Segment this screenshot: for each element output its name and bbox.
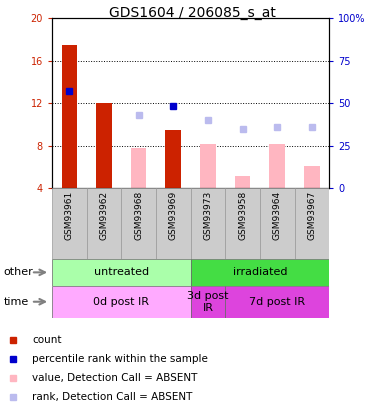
Text: GSM93958: GSM93958 (238, 190, 247, 240)
Text: irradiated: irradiated (233, 267, 287, 277)
Text: rank, Detection Call = ABSENT: rank, Detection Call = ABSENT (32, 392, 193, 402)
Text: percentile rank within the sample: percentile rank within the sample (32, 354, 208, 364)
Text: untreated: untreated (94, 267, 149, 277)
Bar (225, 286, 329, 318)
Text: GSM93962: GSM93962 (99, 190, 109, 240)
Bar (62, 45, 77, 188)
Bar (270, 144, 285, 188)
Bar (191, 188, 225, 259)
Bar (260, 188, 295, 259)
Bar (295, 188, 329, 259)
Text: GSM93969: GSM93969 (169, 190, 178, 240)
Text: 7d post IR: 7d post IR (249, 297, 305, 307)
Text: GDS1604 / 206085_s_at: GDS1604 / 206085_s_at (109, 6, 276, 20)
Text: GSM93973: GSM93973 (203, 190, 213, 240)
Bar (52, 188, 87, 259)
Bar (225, 188, 260, 259)
Bar (156, 188, 191, 259)
Text: 0d post IR: 0d post IR (93, 297, 149, 307)
Bar (131, 148, 146, 188)
Text: count: count (32, 335, 62, 345)
Bar (235, 176, 250, 188)
Bar (200, 144, 216, 188)
Text: GSM93967: GSM93967 (307, 190, 316, 240)
Text: 3d post
IR: 3d post IR (187, 291, 229, 313)
Text: other: other (4, 267, 33, 277)
Bar (52, 286, 191, 318)
Bar (304, 166, 320, 188)
Bar (121, 188, 156, 259)
Bar (52, 259, 191, 286)
Bar (191, 286, 225, 318)
Bar (87, 188, 121, 259)
Bar (96, 103, 112, 188)
Bar (166, 130, 181, 188)
Text: value, Detection Call = ABSENT: value, Detection Call = ABSENT (32, 373, 198, 383)
Text: GSM93964: GSM93964 (273, 190, 282, 240)
Text: GSM93961: GSM93961 (65, 190, 74, 240)
Text: time: time (4, 297, 29, 307)
Bar (191, 259, 329, 286)
Text: GSM93968: GSM93968 (134, 190, 143, 240)
